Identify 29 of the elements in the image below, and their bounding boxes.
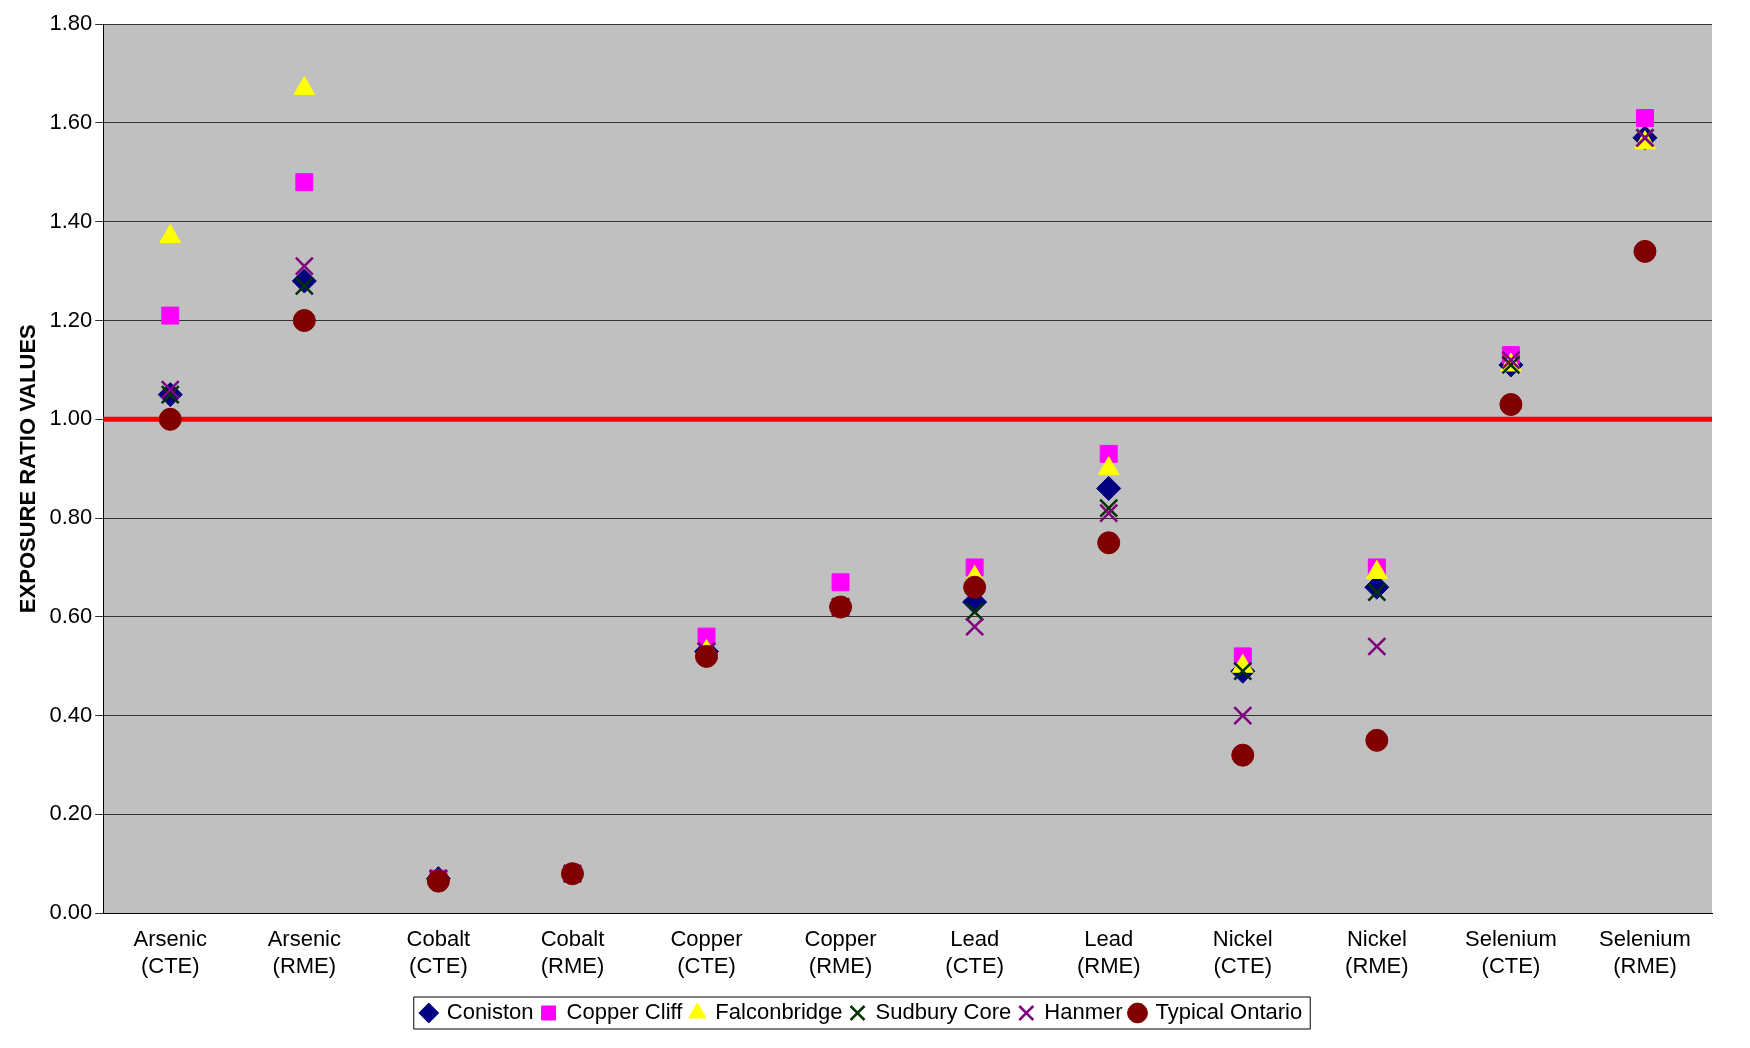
legend-label: Hanmer [1044, 999, 1123, 1025]
y-tick-label: 1.20 [49, 306, 93, 332]
x-tick-label: Arsenic (RME) [267, 926, 341, 978]
x-tick-label: Cobalt (CTE) [406, 926, 471, 978]
y-axis-title: EXPOSURE RATIO VALUES [15, 324, 41, 614]
x-tick-label: Lead (RME) [1076, 926, 1141, 978]
x-tick-label: Lead (CTE) [945, 926, 1004, 978]
legend-label: Coniston [446, 999, 534, 1025]
y-tick-label: 1.00 [49, 405, 93, 431]
y-tick-label: 0.20 [49, 800, 93, 826]
legend-label: Sudbury Core [875, 999, 1012, 1025]
legend-label: Typical Ontario [1155, 999, 1303, 1025]
y-tick-label: 0.40 [49, 701, 93, 727]
x-tick-label: Cobalt (RME) [540, 926, 605, 978]
x-tick-label: Arsenic (CTE) [133, 926, 207, 978]
x-tick-label: Selenium (CTE) [1465, 926, 1557, 978]
x-tick-label: Nickel (CTE) [1212, 926, 1273, 978]
y-tick-label: 0.00 [49, 899, 93, 925]
y-tick-label: 1.40 [49, 207, 93, 233]
x-tick-label: Copper (RME) [804, 926, 877, 978]
legend-label: Falconbridge [715, 999, 843, 1025]
x-tick-label: Selenium (RME) [1599, 926, 1691, 978]
legend-label: Copper Cliff [566, 999, 684, 1025]
x-tick-label: Nickel (RME) [1345, 926, 1409, 978]
y-tick-label: 1.80 [49, 10, 93, 36]
y-tick-label: 0.60 [49, 602, 93, 628]
y-tick-label: 0.80 [49, 504, 93, 530]
x-tick-label: Copper (CTE) [670, 926, 743, 978]
y-tick-label: 1.60 [49, 109, 93, 135]
